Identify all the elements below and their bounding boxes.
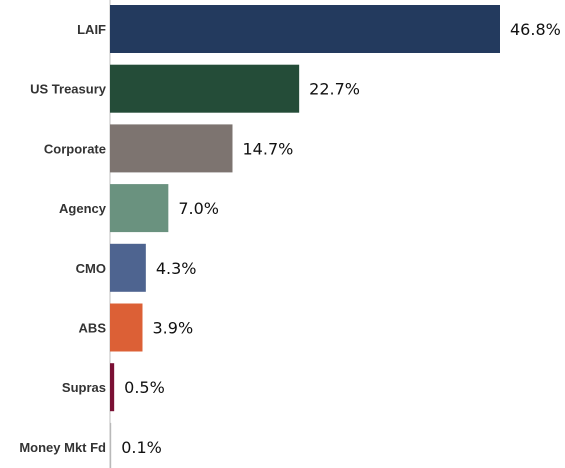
category-label-money-mkt-fd: Money Mkt Fd (19, 440, 106, 455)
value-label-money-mkt-fd: 0.1% (121, 438, 162, 457)
bar-corporate (110, 124, 233, 173)
bar-laif (110, 5, 500, 53)
value-label-corporate: 14.7% (243, 139, 294, 158)
category-label-us-treasury: US Treasury (30, 82, 107, 97)
bar-agency (110, 184, 169, 233)
bar-money-mkt-fd (110, 422, 112, 468)
value-label-laif: 46.8% (510, 20, 561, 39)
category-label-cmo: CMO (76, 261, 106, 276)
category-label-supras: Supras (62, 380, 106, 395)
category-label-abs: ABS (79, 321, 107, 336)
value-label-abs: 3.9% (153, 319, 194, 338)
bar-supras (110, 363, 115, 412)
category-label-laif: LAIF (77, 22, 106, 37)
value-label-supras: 0.5% (124, 378, 165, 397)
bar-abs (110, 303, 143, 352)
value-label-us-treasury: 22.7% (309, 80, 360, 99)
bar-us-treasury (110, 64, 300, 113)
category-label-agency: Agency (59, 201, 107, 216)
value-label-agency: 7.0% (178, 199, 219, 218)
value-label-cmo: 4.3% (156, 259, 197, 278)
bar-cmo (110, 243, 146, 292)
category-label-corporate: Corporate (44, 141, 106, 156)
